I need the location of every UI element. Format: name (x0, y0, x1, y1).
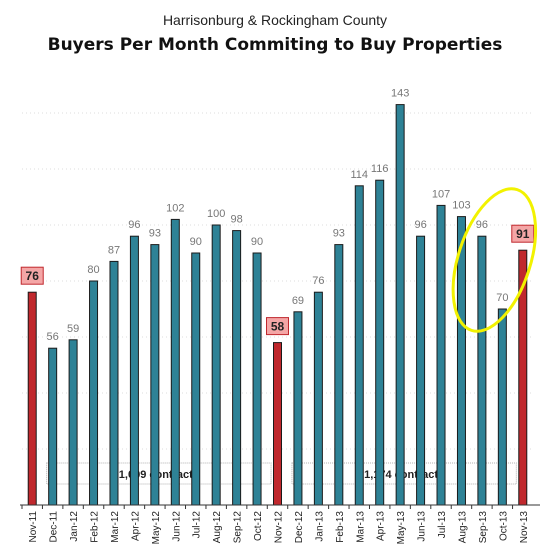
bar (395, 104, 405, 506)
bar (129, 235, 139, 506)
value-label: 70 (496, 292, 508, 304)
tick-label: Feb-13 (335, 511, 346, 543)
highlight-value-label: 91 (516, 227, 530, 241)
value-label: 69 (292, 295, 304, 307)
bar (170, 218, 180, 506)
highlight-label-box (511, 224, 535, 243)
value-label: 96 (476, 219, 488, 231)
x-tick-labels: Nov-11 Dec-11 Jan-12 Feb-12 Mar-12 Apr-12 May-… (21, 505, 530, 545)
tick-label: Nov-12 (274, 511, 285, 544)
tick-label: Mar-13 (355, 511, 366, 543)
bar (48, 347, 58, 506)
value-label: 98 (230, 214, 242, 226)
bar (334, 244, 344, 506)
highlight-circle (451, 187, 538, 333)
bar (313, 291, 323, 506)
bar (293, 311, 303, 506)
value-label: 143 (391, 88, 409, 100)
tick-label: Jan-12 (69, 511, 80, 542)
highlight-bar (273, 342, 282, 506)
value-label: 102 (166, 202, 184, 214)
tick-label: Jul-13 (437, 511, 448, 539)
tick-label: Oct-12 (253, 511, 264, 541)
value-label: 87 (108, 244, 120, 256)
value-label: 100 (207, 208, 225, 220)
tick-label: Jan-13 (314, 511, 325, 542)
value-label: 107 (432, 188, 450, 200)
highlight-label-box (266, 317, 289, 336)
tick-label: Oct-13 (498, 511, 509, 541)
highlight-circle (451, 187, 538, 333)
chart-subtitle: Harrisonburg & Rockingham County (163, 12, 387, 28)
tick-label: Jun-13 (417, 511, 428, 542)
value-label: 90 (190, 236, 202, 248)
bar (436, 204, 446, 506)
value-label: 93 (149, 228, 161, 240)
bar (456, 216, 466, 506)
tick-label: Aug-13 (457, 511, 468, 544)
bar (375, 179, 385, 506)
value-label: 103 (452, 200, 470, 212)
bar (477, 235, 487, 506)
highlight-value-label: 76 (26, 269, 40, 283)
tick-label: Nov-11 (28, 511, 39, 543)
tick-label: Mar-12 (110, 511, 121, 543)
highlight-label-box (20, 266, 44, 285)
tick-label: Dec-11 (49, 511, 60, 543)
tick-label: May-13 (396, 511, 407, 545)
tick-label: May-12 (151, 511, 162, 545)
tick-label: Apr-12 (130, 511, 141, 541)
bar (416, 235, 426, 506)
tick-label: Sep-13 (478, 511, 489, 544)
bar (68, 339, 78, 506)
value-label: 93 (333, 228, 345, 240)
bar (252, 252, 262, 506)
value-label: 59 (67, 323, 79, 335)
bar (211, 224, 221, 506)
value-label: 114 (350, 169, 368, 181)
highlight-value-label: 58 (271, 320, 285, 334)
tick-label: Feb-12 (90, 511, 101, 543)
bar (89, 280, 99, 506)
tick-label: Jul-12 (192, 511, 203, 539)
value-label: 90 (251, 236, 263, 248)
value-label: 96 (128, 219, 140, 231)
value-label: 96 (414, 219, 426, 231)
value-label: 80 (87, 264, 99, 276)
tick-label: Jun-12 (171, 511, 182, 542)
value-labels: 76 56 59 80 87 96 93 102 90 100 98 90 58 69 76 93 114 116… (20, 88, 535, 343)
chart-title: Buyers Per Month Commiting to Buy Proper… (48, 35, 503, 55)
bar (497, 308, 507, 506)
tick-label: Dec-12 (294, 511, 305, 544)
value-label: 56 (47, 331, 59, 343)
tick-label: Apr-13 (376, 511, 387, 541)
tick-label: Sep-12 (233, 511, 244, 544)
highlight-bar (27, 291, 37, 506)
value-label: 116 (371, 163, 389, 175)
bar (232, 230, 242, 506)
tick-label: Aug-12 (212, 511, 223, 544)
bars (27, 104, 528, 506)
tick-label: Nov-13 (519, 511, 530, 544)
bar (191, 252, 201, 506)
bar (109, 260, 119, 506)
bar (150, 244, 160, 506)
value-label: 76 (312, 275, 324, 287)
bar (354, 185, 364, 506)
